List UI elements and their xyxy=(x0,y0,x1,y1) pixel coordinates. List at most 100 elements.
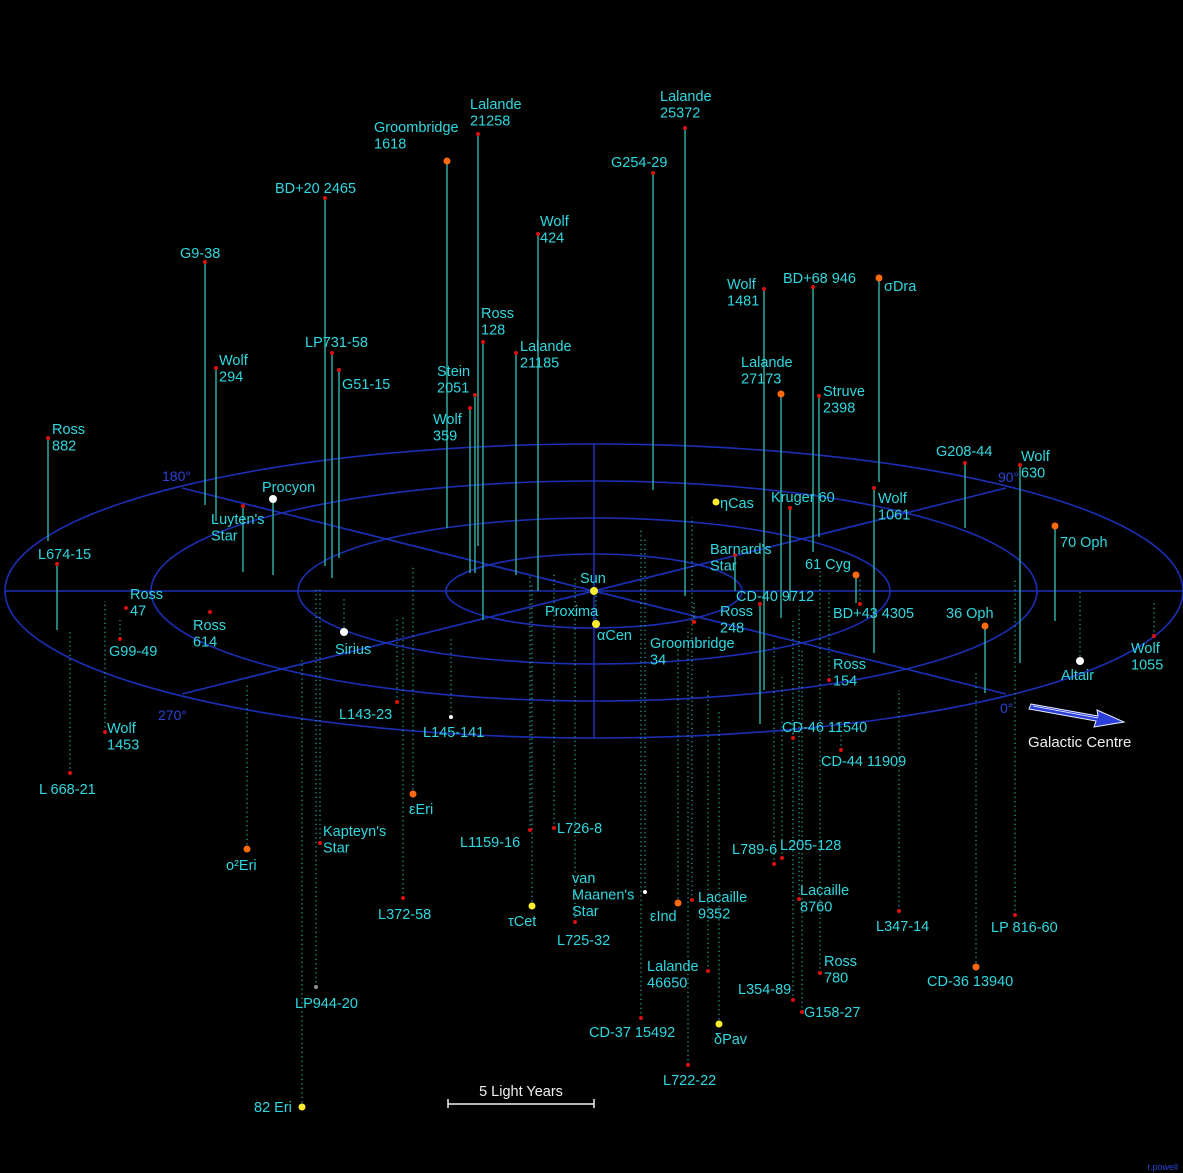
label-cd-46-11540: CD-46 11540 xyxy=(782,720,867,736)
star-stems xyxy=(47,128,1155,1107)
label-bd-68-946: BD+68 946 xyxy=(783,271,856,287)
label-ross-614: Ross 614 xyxy=(193,618,226,651)
label-kruger-60: Kruger 60 xyxy=(771,490,835,506)
label-82-eri: 82 Eri xyxy=(254,1100,292,1116)
label-l789-6: L789-6 xyxy=(732,842,777,858)
star-altair xyxy=(1076,657,1084,665)
star-kruger-60 xyxy=(788,506,792,510)
label-wolf-1481: Wolf 1481 xyxy=(727,277,759,310)
credit-label: r.powell xyxy=(1147,1162,1178,1172)
label-l-668-21: L 668-21 xyxy=(39,782,96,798)
star-ross-47 xyxy=(124,606,128,610)
label-70-oph: 70 Oph xyxy=(1060,535,1108,551)
star-cet xyxy=(528,902,536,910)
label-wolf-1453: Wolf 1453 xyxy=(107,721,139,754)
star-l205-128 xyxy=(780,856,784,860)
star-wolf-424 xyxy=(536,232,540,236)
star-barnard-s-star xyxy=(733,553,737,557)
galactic-centre-arrow-icon xyxy=(1028,703,1126,728)
star-l726-8 xyxy=(552,826,556,830)
star-wolf-359 xyxy=(468,406,472,410)
label-sirius: Sirius xyxy=(335,642,371,658)
star-ross-780 xyxy=(818,971,822,975)
label-pav: δPav xyxy=(714,1032,748,1048)
label-bd-43-4305: BD+43 4305 xyxy=(833,606,914,622)
star-wolf-1481 xyxy=(762,287,766,291)
star-lp944-20 xyxy=(314,985,318,989)
star-procyon xyxy=(269,495,277,503)
label-ross-780: Ross 780 xyxy=(824,954,857,987)
label-sun: Sun xyxy=(580,571,606,587)
label-altair: Altair xyxy=(1061,668,1094,684)
label-groombridge-1618: Groombridge 1618 xyxy=(374,120,459,153)
label-l145-141: L145-141 xyxy=(423,725,484,741)
angle-label: 90° xyxy=(998,469,1019,485)
star-lacaille-8760 xyxy=(797,897,801,901)
star-eri xyxy=(409,790,417,798)
star-l145-141 xyxy=(449,715,453,719)
star-struve-2398 xyxy=(817,394,821,398)
star-36-oph xyxy=(981,622,989,630)
label-groombridge-34: Groombridge 34 xyxy=(650,636,735,669)
label-l372-58: L372-58 xyxy=(378,907,431,923)
label-l722-22: L722-22 xyxy=(663,1073,716,1089)
label-g51-15: G51-15 xyxy=(342,377,390,393)
star-labels: Sun Proxima αCen Groombridge 1618 Lalande 2125… xyxy=(38,89,1163,1116)
star-g254-29 xyxy=(651,171,655,175)
label-lalande-25372: Lalande 25372 xyxy=(660,89,712,122)
label-l726-8: L726-8 xyxy=(557,821,602,837)
star-sirius xyxy=(340,628,348,636)
star-dra xyxy=(875,274,883,282)
star-lacaille-9352 xyxy=(690,898,694,902)
star-cd-40-9712 xyxy=(758,602,762,606)
label-l143-23: L143-23 xyxy=(339,707,392,723)
star-82-eri xyxy=(298,1103,306,1111)
star-ross-614 xyxy=(208,610,212,614)
label-ind: εInd xyxy=(650,909,677,925)
label-stein-2051: Stein 2051 xyxy=(437,364,470,397)
star-g158-27 xyxy=(800,1010,804,1014)
star-cd-37-15492 xyxy=(639,1016,643,1020)
star-l725-32 xyxy=(573,920,577,924)
angle-labels: 180° 90° 270° 0° xyxy=(158,468,1019,723)
star-pav xyxy=(715,1020,723,1028)
star-ross-882 xyxy=(46,436,50,440)
label-o-eri: o²Eri xyxy=(226,858,257,874)
label-cas: ηCas xyxy=(720,496,754,512)
star-g99-49 xyxy=(118,637,122,641)
label-barnard-s-star: Barnard's Star xyxy=(710,542,772,575)
star-lp731-58 xyxy=(330,351,334,355)
star-cd-36-13940 xyxy=(972,963,980,971)
star-g9-38 xyxy=(203,260,207,264)
label-g254-29: G254-29 xyxy=(611,155,667,171)
label-bd-20-2465: BD+20 2465 xyxy=(275,181,356,197)
galactic-centre-label: Galactic Centre xyxy=(1028,734,1131,751)
star-sun xyxy=(590,587,598,595)
star-g208-44 xyxy=(963,461,967,465)
star-van-maanen-s-star xyxy=(643,890,647,894)
label-proxima-cen: Proxima xyxy=(545,604,599,620)
star-l354-89 xyxy=(791,998,795,1002)
star-l674-15 xyxy=(55,562,59,566)
label-lalande-27173: Lalande 27173 xyxy=(741,355,793,388)
label-lp731-58: LP731-58 xyxy=(305,335,368,351)
star-lalande-21258 xyxy=(476,132,480,136)
star-stein-2051 xyxy=(473,393,477,397)
label-lalande-21258: Lalande 21258 xyxy=(470,97,522,130)
label-lp944-20: LP944-20 xyxy=(295,996,358,1012)
label-wolf-359: Wolf 359 xyxy=(433,412,463,445)
label-lacaille-9352: Lacaille 9352 xyxy=(698,890,747,923)
label-wolf-1061: Wolf 1061 xyxy=(878,491,910,524)
label-61-cyg: 61 Cyg xyxy=(805,557,851,573)
star-wolf-1453 xyxy=(103,730,107,734)
star-markers xyxy=(46,126,1156,1111)
label-wolf-1055: Wolf 1055 xyxy=(1131,641,1163,674)
star-bd-68-946 xyxy=(811,285,815,289)
label-cd-40-9712: CD-40 9712 xyxy=(736,589,814,605)
star-wolf-630 xyxy=(1018,463,1022,467)
star-cas xyxy=(712,498,720,506)
star-g51-15 xyxy=(337,368,341,372)
label-cd-44-11909: CD-44 11909 xyxy=(821,754,906,770)
star-groombridge-34 xyxy=(692,620,696,624)
